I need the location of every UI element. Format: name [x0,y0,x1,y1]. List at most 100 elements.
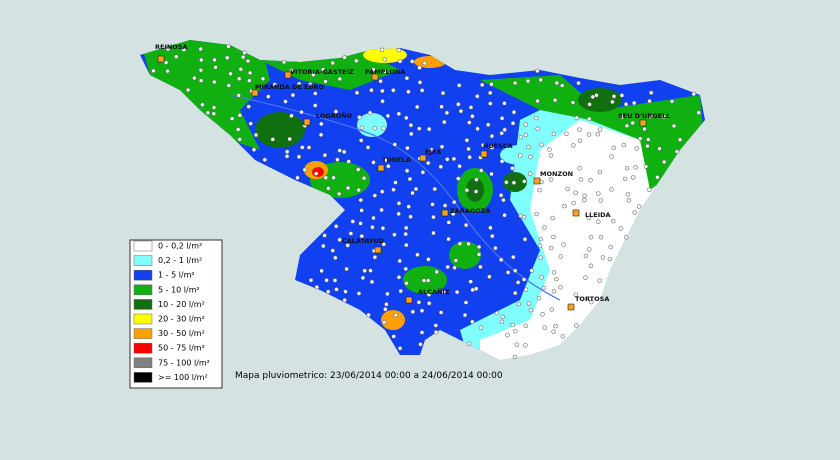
station [594,93,599,98]
station [645,143,650,149]
station [488,101,493,106]
city-marker [639,119,647,127]
station [397,258,402,264]
station [426,301,432,306]
station [596,191,601,196]
station [358,197,364,203]
station [380,88,385,94]
station [526,301,532,306]
city-label: MONZON [540,170,573,178]
station [623,102,629,107]
station [213,65,218,70]
station [511,254,516,260]
station [490,233,495,239]
station [385,113,391,119]
station [560,334,566,339]
station [551,270,557,275]
station [356,167,361,172]
station [410,190,415,196]
station [558,254,564,259]
city-label: REINOSA [155,43,188,51]
station [442,203,448,208]
station [534,211,539,217]
station [500,314,505,320]
legend-swatch [133,269,153,281]
station [648,90,654,96]
station [576,80,581,86]
station [330,60,335,66]
station [452,265,457,270]
station [429,147,434,153]
city-label: MIRANDA DE EBRO [255,83,325,91]
station [198,78,204,83]
station [414,104,420,110]
station [248,121,253,126]
station [396,47,402,53]
station [642,126,647,132]
station [494,310,500,316]
station [554,276,559,282]
station [333,224,339,229]
station [312,103,318,108]
station [368,268,373,273]
station [337,76,343,82]
station [330,248,335,253]
station [646,137,651,142]
station [488,225,493,231]
station [539,275,544,280]
station [198,67,204,73]
station [229,116,235,121]
station [466,341,472,347]
station [655,175,660,180]
station [525,78,531,84]
station [473,189,479,194]
legend-label: 10 - 20 l/m² [158,300,205,309]
station [397,59,403,64]
station [521,277,527,282]
city-marker [157,55,165,63]
station [383,307,388,312]
legend-label: 0 - 0,2 l/m² [158,242,202,251]
station [163,60,169,65]
station [379,189,385,194]
city-marker [251,89,259,97]
station [547,147,552,152]
station [433,323,439,328]
station [537,187,542,193]
station [478,264,483,270]
station [523,122,528,127]
station [246,104,251,109]
station [457,163,462,169]
station [205,110,211,116]
station [185,87,191,93]
station [392,142,398,147]
legend-swatch [133,342,153,354]
station [426,257,431,262]
station [441,289,447,295]
station [489,133,495,139]
station [453,258,459,263]
station [391,187,396,192]
station [586,247,592,252]
station [542,325,548,330]
station [466,241,471,247]
station [372,193,378,198]
station [468,105,474,110]
station [619,114,625,120]
station [284,154,290,159]
city-label: LLEIDA [585,211,611,219]
station [518,153,523,158]
station [324,278,329,283]
station [505,270,511,275]
station [467,154,472,160]
station [308,82,313,87]
station [236,93,241,98]
station [661,114,667,120]
station [478,168,484,173]
station [350,219,356,224]
station [632,210,637,215]
station [344,266,349,272]
station [380,98,385,104]
station [359,233,365,239]
zone-dark-green [578,88,622,112]
